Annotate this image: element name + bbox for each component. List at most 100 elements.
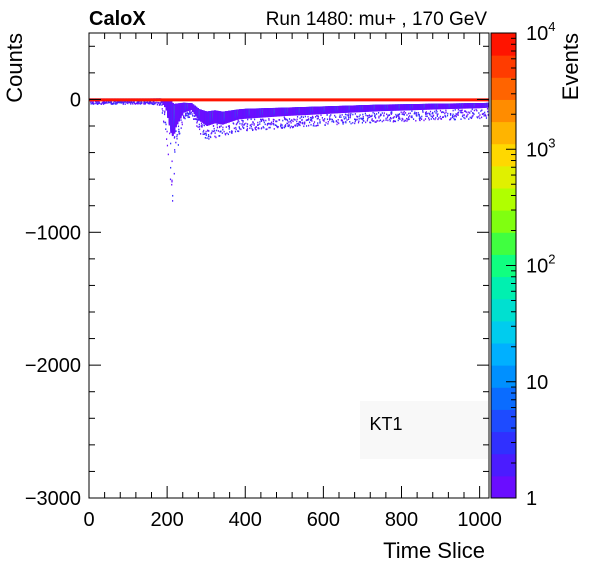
heatmap-cell — [402, 111, 404, 114]
heatmap-cell — [185, 102, 188, 112]
heatmap-cell — [346, 105, 349, 113]
heatmap-cell — [343, 105, 346, 113]
heatmap-cell — [349, 121, 351, 123]
heatmap-cell — [206, 137, 208, 140]
heatmap-cell — [189, 113, 191, 115]
heatmap-cell — [348, 116, 350, 119]
heatmap-cell — [306, 106, 309, 115]
heatmap-cell — [369, 121, 371, 124]
heatmap-cell — [281, 127, 283, 129]
heatmap-cell — [397, 113, 399, 116]
heatmap-cell — [145, 101, 147, 104]
heatmap-cell — [377, 111, 380, 114]
heatmap-cell — [282, 119, 284, 122]
heatmap-cell — [115, 101, 117, 104]
heatmap-cell — [126, 100, 129, 103]
heatmap-cell — [312, 116, 314, 119]
heatmap-cell — [214, 130, 216, 132]
heatmap-cell — [161, 108, 163, 110]
heatmap-cell — [280, 123, 282, 126]
heatmap-cell — [258, 127, 260, 130]
heatmap-cell — [201, 125, 203, 128]
heatmap-cell — [327, 123, 329, 125]
heatmap-cell — [361, 121, 364, 124]
heatmap-cell — [311, 118, 313, 121]
heatmap-cell — [107, 100, 110, 103]
heatmap-cell — [162, 98, 165, 106]
heatmap-cell — [194, 118, 196, 120]
heatmap-cell — [211, 130, 213, 132]
heatmap-cell — [171, 183, 173, 186]
heatmap-cell — [379, 113, 382, 116]
heatmap-cell — [316, 114, 318, 117]
heatmap-cell — [229, 110, 232, 123]
heatmap-cell — [129, 101, 132, 104]
heatmap-cell — [375, 117, 377, 119]
heatmap-cell — [290, 122, 292, 124]
heatmap-cell — [253, 124, 255, 126]
heatmap-cell — [262, 108, 265, 118]
heatmap-cell — [303, 106, 306, 116]
heatmap-cell — [196, 121, 198, 124]
heatmap-cell — [94, 100, 97, 103]
heatmap-cell — [187, 102, 190, 112]
heatmap-cell — [159, 102, 162, 105]
heatmap-cell — [220, 130, 222, 133]
heatmap-cell — [257, 121, 259, 124]
heatmap-cell — [92, 101, 94, 103]
heatmap-cell — [173, 103, 176, 134]
heatmap-cell — [310, 106, 313, 115]
heatmap-cell — [272, 120, 275, 123]
heatmap-cell — [124, 100, 126, 103]
heatmap-cell — [307, 119, 309, 121]
heatmap-cell — [371, 115, 373, 118]
heatmap-cell — [301, 122, 303, 124]
heatmap-cell — [228, 110, 231, 123]
heatmap-cell — [402, 118, 404, 121]
heatmap-cell — [298, 107, 301, 116]
heatmap-cell — [203, 124, 206, 127]
heatmap-cell — [252, 129, 254, 131]
heatmap-cell — [320, 114, 322, 117]
heatmap-cell — [350, 122, 352, 125]
heatmap-cell — [202, 133, 204, 136]
heatmap-cell — [235, 128, 237, 131]
heatmap-cell — [133, 101, 135, 103]
heatmap-cell — [362, 105, 365, 113]
heatmap-cell — [345, 120, 347, 123]
heatmap-cell — [179, 103, 182, 119]
heatmap-cell — [359, 105, 362, 113]
heatmap-cell — [278, 107, 281, 117]
heatmap-cell — [231, 110, 234, 122]
heatmap-cell — [107, 101, 110, 104]
heatmap-cell — [307, 106, 310, 115]
heatmap-cell — [348, 105, 351, 113]
heatmap-cell — [399, 118, 401, 121]
heatmap-cell — [203, 129, 205, 132]
heatmap-cell — [180, 119, 182, 121]
heatmap-cell — [310, 116, 312, 119]
heatmap-cell — [391, 111, 393, 113]
heatmap-cell — [368, 114, 371, 117]
heatmap-cell — [215, 136, 217, 139]
heatmap-cell — [282, 107, 285, 117]
heatmap-cell — [251, 123, 253, 126]
heatmap-cell — [345, 116, 347, 118]
heatmap-cell — [207, 134, 210, 136]
heatmap-cell — [135, 102, 137, 105]
heatmap-cell — [154, 102, 156, 105]
heatmap-cell — [139, 103, 141, 105]
heatmap-cell — [335, 105, 338, 114]
heatmap-cell — [250, 124, 252, 126]
heatmap-cell — [290, 107, 293, 116]
heatmap-cell — [126, 101, 128, 103]
heatmap-cell — [181, 121, 183, 124]
heatmap-cell — [186, 112, 188, 115]
heatmap-cell — [234, 130, 237, 133]
heatmap-cell — [276, 120, 278, 123]
heatmap-cell — [169, 132, 171, 135]
heatmap-cell — [371, 119, 373, 121]
heatmap-cell — [274, 107, 277, 117]
heatmap-cell — [175, 141, 177, 144]
heatmap-cell — [178, 103, 181, 122]
